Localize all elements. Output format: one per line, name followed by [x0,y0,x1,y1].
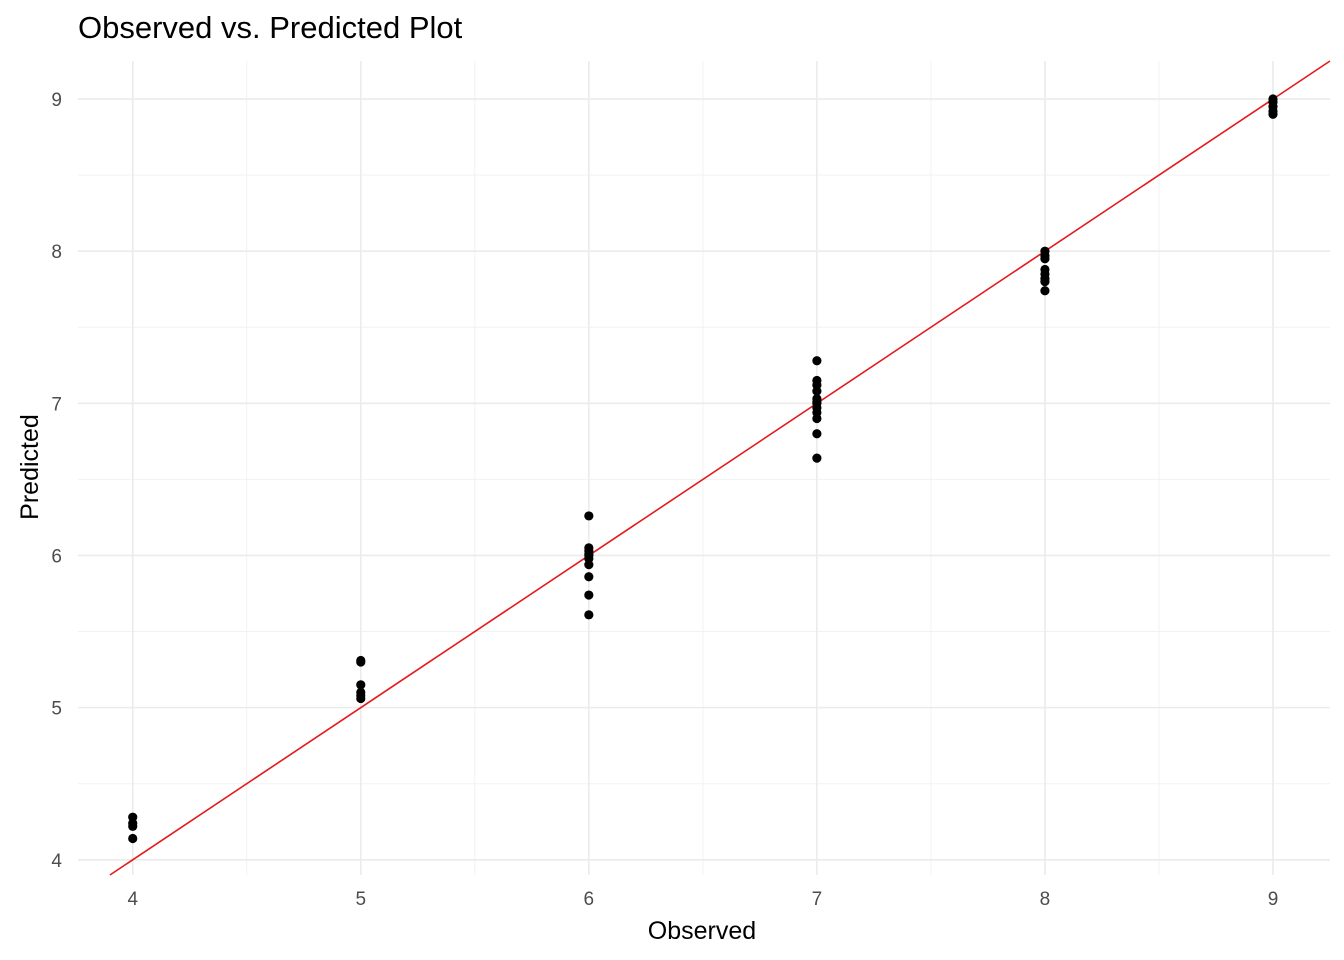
data-point [356,693,366,704]
data-point [812,413,822,424]
data-point [128,833,138,844]
y-tick-label: 5 [51,699,62,720]
x-tick-label: 4 [127,889,138,910]
data-point [812,397,822,407]
data-point [812,356,822,366]
reference-line [109,60,1331,876]
chart-title: Observed vs. Predicted Plot [78,10,463,45]
data-point [1040,254,1050,264]
data-point [812,386,822,396]
x-tick-label: 5 [355,889,366,910]
x-axis-ticks: 4 5 6 7 8 9 [127,889,1278,910]
data-point [812,429,822,439]
y-tick-label: 4 [51,851,62,872]
y-tick-label: 9 [51,90,62,111]
y-axis-title: Predicted [16,414,44,520]
data-point [356,657,366,667]
x-tick-label: 7 [812,889,823,910]
data-point [1040,286,1050,296]
x-tick-label: 8 [1040,889,1051,910]
data-point [584,560,594,570]
x-tick-label: 6 [584,889,595,910]
x-axis-title: Observed [648,917,756,945]
data-point [812,453,822,463]
minor-gridlines [78,61,1330,875]
points-layer [128,94,1278,844]
x-tick-label: 9 [1268,889,1279,910]
data-point [1268,109,1278,119]
data-point [128,821,138,831]
reference-line-layer [109,60,1331,876]
data-point [1040,277,1050,287]
y-tick-label: 8 [51,242,62,263]
y-axis-ticks: 4 5 6 7 8 9 [51,90,62,872]
data-point [584,610,594,620]
data-point [356,680,366,690]
data-point [584,572,594,582]
y-tick-label: 7 [51,394,62,415]
data-point [584,590,594,600]
y-tick-label: 6 [51,546,62,567]
data-point [584,550,594,561]
major-gridlines [78,61,1330,875]
data-point [584,511,594,521]
